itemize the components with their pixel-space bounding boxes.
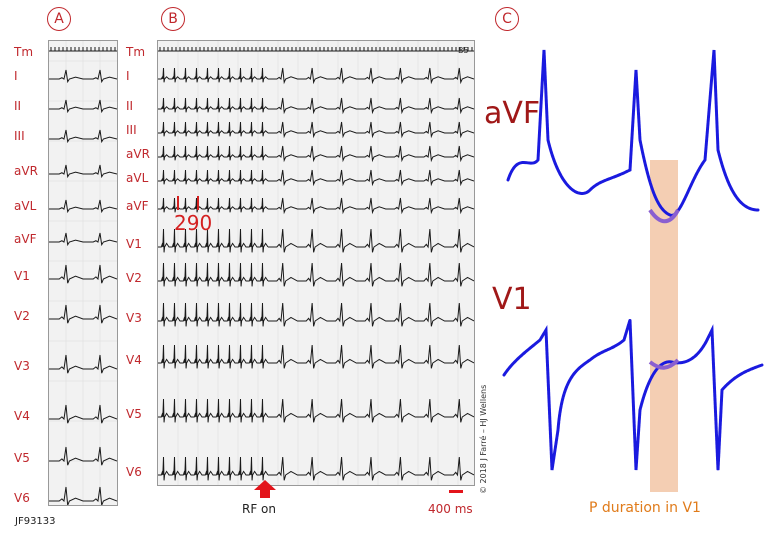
lead-label-v1-large: V1 [492,282,532,317]
panel-b-trace-slow [268,67,474,85]
panel-a-lead-label-v5: V5 [14,451,30,465]
panel-b-lead-label-i: I [126,69,130,83]
panel-a-trace [49,446,117,466]
panel-b-lead-label-v1: V1 [126,237,142,251]
panel-a-trace [49,304,117,324]
avf-trace [506,49,760,217]
panel-c-badge: C [495,7,519,31]
panel-b-trace-slow [268,456,474,481]
panel-a-lead-label-avf: aVF [14,232,37,246]
panel-b-trace-slow [268,398,474,423]
panel-a-lead-label-v4: V4 [14,409,30,423]
panel-b-lead-label-avf: aVF [126,199,149,213]
panel-a-trace [49,264,117,284]
panel-a-trace [49,164,117,179]
magnified-traces [502,49,764,471]
panel-a-lead-label-avr: aVR [14,164,38,178]
rf-on-label: RF on [242,502,277,516]
interval-annotation: 290 [174,196,212,234]
rf-arrow-icon [254,480,276,498]
panel-b-trace-slow [268,145,474,163]
panel-b-lead-label-v6: V6 [126,465,142,479]
panel-b-trace-fast [158,228,269,253]
panel-b-trace-fast [158,197,269,213]
figure-id: JF93133 [15,516,56,527]
panel-b-trace-fast [158,456,269,481]
panel-b-lead-label-tm: Tm [126,45,146,59]
panel-b-lead-label-ii: II [126,99,134,113]
panel-a-lead-label-v3: V3 [14,359,30,373]
panel-b-time-marker [158,47,474,52]
panel-b-trace-slow [268,97,474,115]
panel-b-lead-label-avl: aVL [126,171,149,185]
panel-b-trace-slow [268,302,474,327]
ecg-traces-b: B5 [158,41,474,485]
panel-a-lead-label-i: I [14,69,18,83]
panel-b-trace-slow [268,169,474,187]
panel-a-lead-label-avl: aVL [14,199,37,213]
panel-b-trace-fast [158,398,269,423]
panel-b-lead-label-v3: V3 [126,311,142,325]
panel-a-badge: A [47,7,71,31]
panel-a-lead-label-v6: V6 [14,491,30,505]
panel-b-lead-label-v4: V4 [126,353,142,367]
speed-tag: B5 [458,46,469,55]
panel-a-lead-label-tm: Tm [14,45,34,59]
panel-b-trace-fast [158,97,269,113]
panel-b-trace-fast [158,121,269,137]
highlight-caption: P duration in V1 [589,500,701,516]
panel-b-badge: B [161,7,185,31]
copyright-text: © 2018 J Farré – HJ Wellens [479,384,488,494]
panel-b-lead-label-v2: V2 [126,271,142,285]
panel-a-trace [49,404,117,424]
panel-a-lead-label-iii: III [14,129,25,143]
panel-a-time-marker [49,47,117,52]
panel-b-lead-label-avr: aVR [126,147,150,161]
panel-b-trace-slow [268,262,474,287]
panel-a-trace [49,232,117,247]
panel-a-trace [49,354,117,374]
panel-b-trace-fast [158,344,269,369]
panel-a-lead-label-v2: V2 [14,309,30,323]
ecg-traces-a [49,41,117,505]
panel-b-trace-fast [158,169,269,185]
v1-p-wave [648,358,680,370]
avf-p-wave [648,208,680,224]
panel-b-trace-fast [158,302,269,327]
panel-b-trace-slow [268,228,474,253]
panel-a-trace [49,99,117,114]
ecg-strip-b: B5 [157,40,475,486]
lead-label-avf-large: aVF [484,96,541,131]
panel-b-trace-slow [268,121,474,139]
panel-a-trace [49,199,117,214]
panel-b-lead-label-v5: V5 [126,407,142,421]
panel-b-trace-slow [268,197,474,215]
panel-b-trace-fast [158,67,269,83]
panel-a-trace [49,69,117,84]
panel-b-trace-fast [158,145,269,161]
panel-b-trace-fast [158,262,269,287]
panel-a-lead-label-ii: II [14,99,22,113]
scale-bar [449,490,463,493]
ecg-strip-a [48,40,118,506]
panel-a-trace [49,486,117,505]
panel-a-lead-label-v1: V1 [14,269,30,283]
scale-label: 400 ms [428,502,473,516]
panel-b-lead-label-iii: III [126,123,137,137]
panel-b-trace-slow [268,344,474,369]
v1-trace [502,319,764,471]
interval-value: 290 [174,211,212,234]
panel-a-trace [49,129,117,144]
